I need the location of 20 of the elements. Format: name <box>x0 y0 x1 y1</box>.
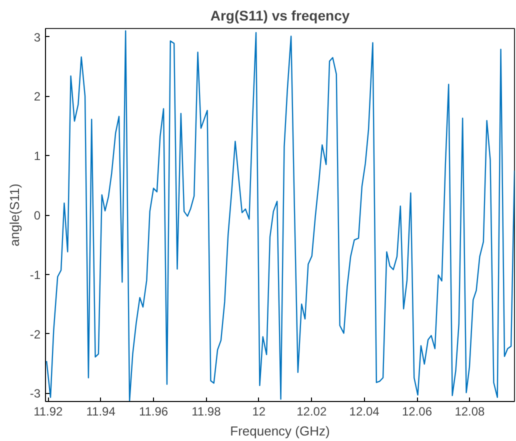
y-tick-label: 0 <box>34 208 41 222</box>
x-tick-label: 12.02 <box>296 404 327 418</box>
x-tick-label: 11.98 <box>192 404 222 418</box>
x-axis-title: Frequency (GHz) <box>230 424 330 438</box>
x-tick-label: 11.96 <box>138 404 168 418</box>
x-tick-label: 11.92 <box>34 404 64 418</box>
line-series <box>46 30 514 402</box>
x-tick-label: 11.94 <box>86 404 116 418</box>
y-tick-label: 1 <box>34 149 41 164</box>
x-tick-label: 12.06 <box>402 404 432 418</box>
x-tick-label: 12.04 <box>349 404 380 418</box>
x-tick-label: 12 <box>252 404 266 418</box>
y-tick-label: -2 <box>30 327 41 342</box>
x-tick-label: 12.08 <box>454 404 486 418</box>
y-tick-label: 3 <box>34 30 41 44</box>
y-tick-label: -1 <box>30 268 41 282</box>
chart-title: Arg(S11) vs freqency <box>210 8 350 24</box>
y-tick-label: -3 <box>30 386 41 401</box>
y-tick-label: 2 <box>34 90 41 104</box>
y-axis-title: angle(S11) <box>6 184 22 246</box>
